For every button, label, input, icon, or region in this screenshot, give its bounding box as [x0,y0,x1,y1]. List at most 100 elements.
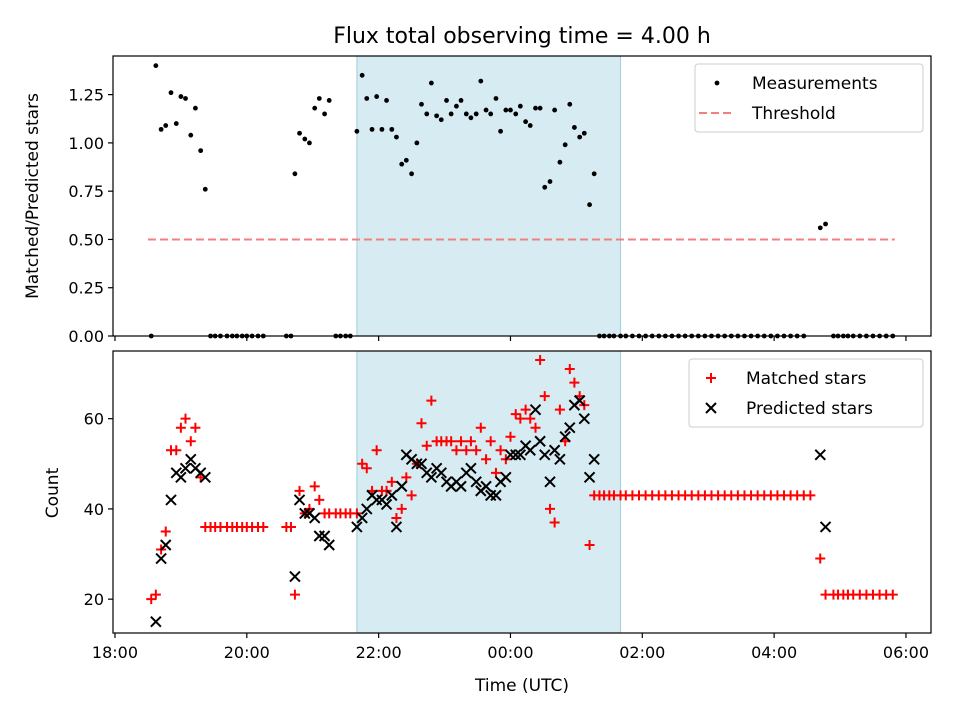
predicted-star-marker [470,476,482,488]
matched-star-marker [294,485,305,496]
legend-x-marker [705,402,717,414]
predicted-star-marker [500,471,512,484]
matched-star-marker [146,594,157,605]
predicted-star-marker [819,521,832,533]
matched-star-marker [490,467,501,478]
predicted-star-marker [524,444,536,456]
predicted-star-marker [548,444,561,456]
matched-star-marker [391,512,402,523]
matched-star-marker [815,553,826,564]
measurement-point [424,111,430,117]
matched-star-marker [471,445,482,456]
measurement-point [557,159,563,165]
legend-box [688,358,924,428]
bottom-y-axis-label: Count [43,467,63,518]
measurement-point [523,119,529,125]
legend-label: Predicted stars [746,399,873,419]
measurement-point [183,96,188,101]
measurement-point [473,111,479,117]
predicted-star-marker [539,449,551,461]
measurement-point [414,140,420,146]
measurement-point [567,101,573,107]
measurement-point [533,105,538,111]
predicted-star-marker [165,494,177,506]
measurement-point [823,221,828,227]
x-tick-label: 20:00 [224,643,270,662]
measurement-point [448,111,454,117]
measurement-point [419,101,424,107]
predicted-star-marker [554,453,566,465]
measurement-point [552,107,558,113]
measurement-point [817,225,823,231]
measurement-point [158,126,164,132]
y-tick-label: 1.25 [68,86,104,105]
measurement-point [188,132,194,138]
predicted-star-marker [578,412,590,425]
matched-star-marker [371,445,382,456]
predicted-star-marker [175,471,187,484]
measurement-point [153,63,159,69]
measurement-point [577,134,583,140]
predicted-star-marker [308,512,321,524]
measurement-point [192,105,198,111]
measurement-point [591,171,597,177]
bottom-panel: 20 40 60 18:00 20:00 22:00 00:00 02:00 04:00 06:0… [84,350,932,662]
predicted-star-marker [351,521,363,533]
measurement-point [542,184,548,190]
matched-star-marker [401,472,412,483]
x-axis-label: Time (UTC) [474,676,569,696]
matched-star-marker [386,476,397,487]
x-tick-label: 02:00 [619,643,665,662]
predicted-star-marker [425,471,438,484]
measurement-point [168,90,174,96]
matched-star-marker [421,440,432,451]
predicted-star-marker [386,489,398,502]
matched-star-marker [520,404,531,415]
measurement-point [483,107,489,113]
measurement-point [547,179,553,184]
legend-plus-marker [706,373,716,383]
matched-star-marker [309,481,320,492]
measurement-point [488,111,494,117]
predicted-star-marker [490,489,502,502]
measurement-point [198,148,204,154]
y-tick-label: 60 [84,410,104,429]
matched-star-marker [160,526,171,537]
measurement-point [468,115,474,121]
axes-frame [112,350,932,634]
matched-star-marker [554,404,565,415]
predicted-star-marker [559,431,571,443]
matched-star-marker [396,503,407,514]
measurement-point [517,103,523,109]
matched-star-marker [185,436,196,447]
matched-star-marker [314,494,325,505]
matched-star-marker [549,517,560,528]
predicted-star-marker [160,539,172,551]
predicted-star-marker [356,512,368,524]
matched-star-marker [446,436,457,447]
predicted-star-marker [199,471,211,484]
measurement-point [173,121,179,126]
matched-star-marker [361,463,372,474]
measurement-point [587,202,592,208]
matched-star-marker [569,377,580,388]
measurement-point [537,105,543,111]
matched-star-marker [539,391,550,402]
measurement-point [302,136,308,142]
matched-star-marker [190,422,201,433]
measurement-point [394,134,399,140]
measurement-point [463,111,469,117]
predicted-star-marker [465,462,477,475]
measurement-point [364,96,370,101]
top-y-axis-label: Matched/Predicted stars [23,93,43,299]
matched-star-marker [416,418,427,429]
matched-star-marker [465,436,476,447]
measurement-point [307,140,312,146]
y-tick-label: 20 [84,590,104,609]
predicted-star-marker [534,435,546,447]
matched-star-marker [887,589,898,600]
measurement-point [354,128,360,134]
x-tick-label: 04:00 [751,643,797,662]
measurement-point [403,157,409,163]
